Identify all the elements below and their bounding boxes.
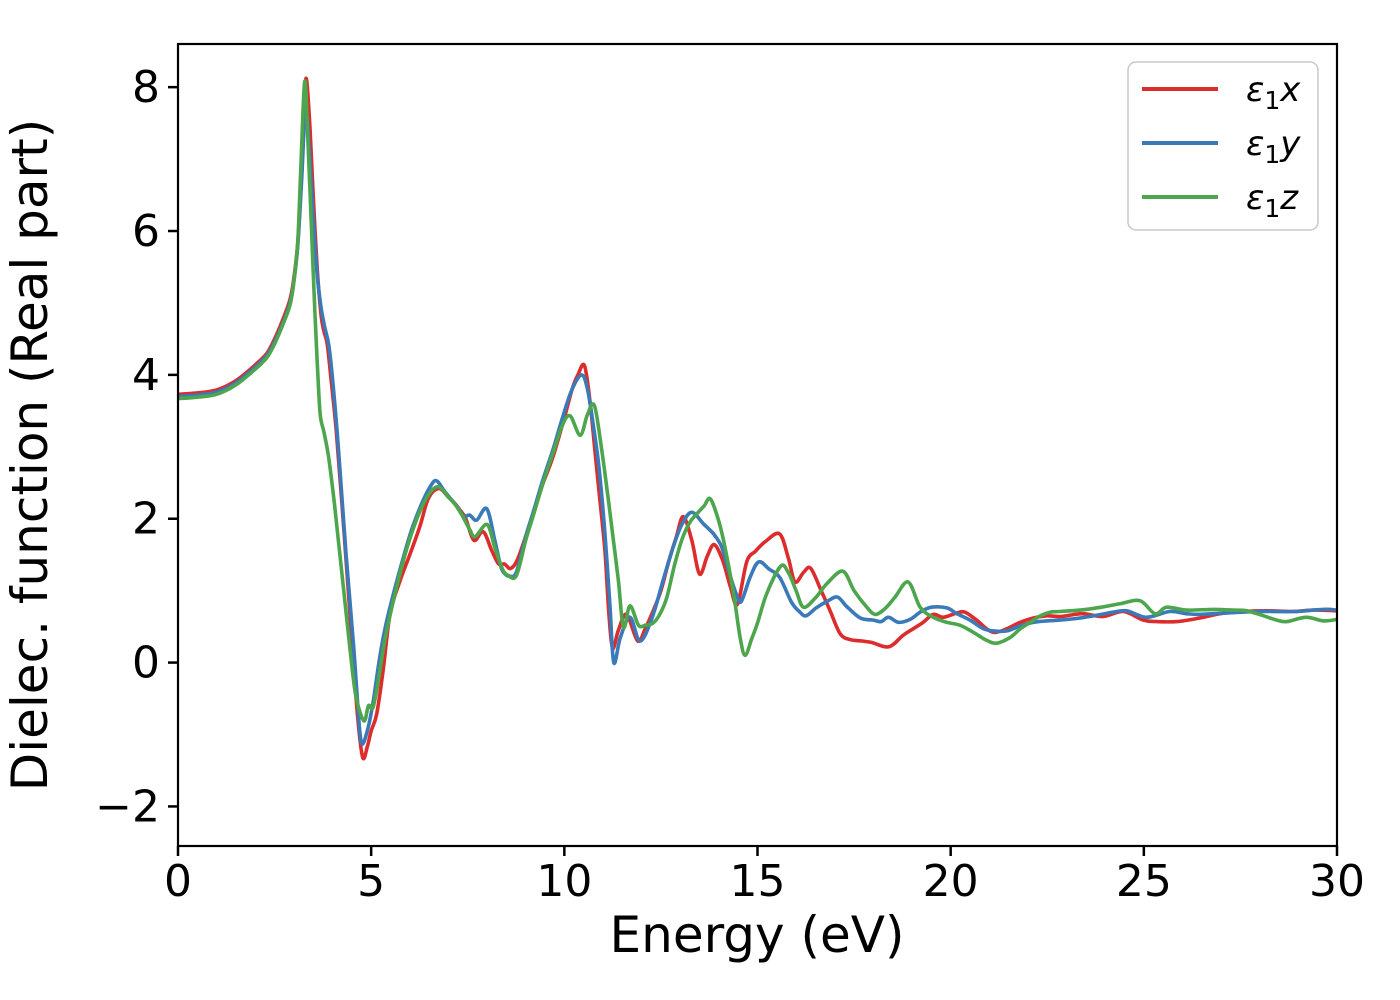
x-tick-label: 20 xyxy=(923,856,979,907)
x-ticks: 0 5 10 15 20 25 30 xyxy=(164,846,1365,907)
series-line-eps1y xyxy=(178,106,1337,746)
y-tick-label: 2 xyxy=(132,494,160,545)
legend-label-eps1z: ε1z xyxy=(1246,178,1299,223)
x-tick-label: 5 xyxy=(357,856,385,907)
y-tick-label: 6 xyxy=(132,206,160,257)
x-axis-label: Energy (eV) xyxy=(610,906,905,964)
y-tick-label: 4 xyxy=(132,350,160,401)
y-tick-label: −2 xyxy=(95,781,160,832)
legend-label-eps1x: ε1x xyxy=(1246,70,1301,115)
y-tick-label: 0 xyxy=(132,638,160,689)
legend: ε1x ε1y ε1z xyxy=(1127,61,1319,231)
series-line-eps1z xyxy=(178,79,1337,723)
x-tick-label: 30 xyxy=(1309,856,1365,907)
y-tick-label: 8 xyxy=(132,62,160,113)
x-tick-label: 25 xyxy=(1116,856,1172,907)
y-ticks: −2 0 2 4 6 8 xyxy=(95,62,178,832)
curves-layer xyxy=(178,76,1337,761)
y-axis-label: Dielec. function (Real part) xyxy=(1,119,59,791)
x-tick-label: 10 xyxy=(536,856,592,907)
legend-label-eps1y: ε1y xyxy=(1246,124,1301,169)
x-tick-label: 15 xyxy=(730,856,786,907)
x-tick-label: 0 xyxy=(164,856,192,907)
legend-box xyxy=(1127,61,1319,231)
